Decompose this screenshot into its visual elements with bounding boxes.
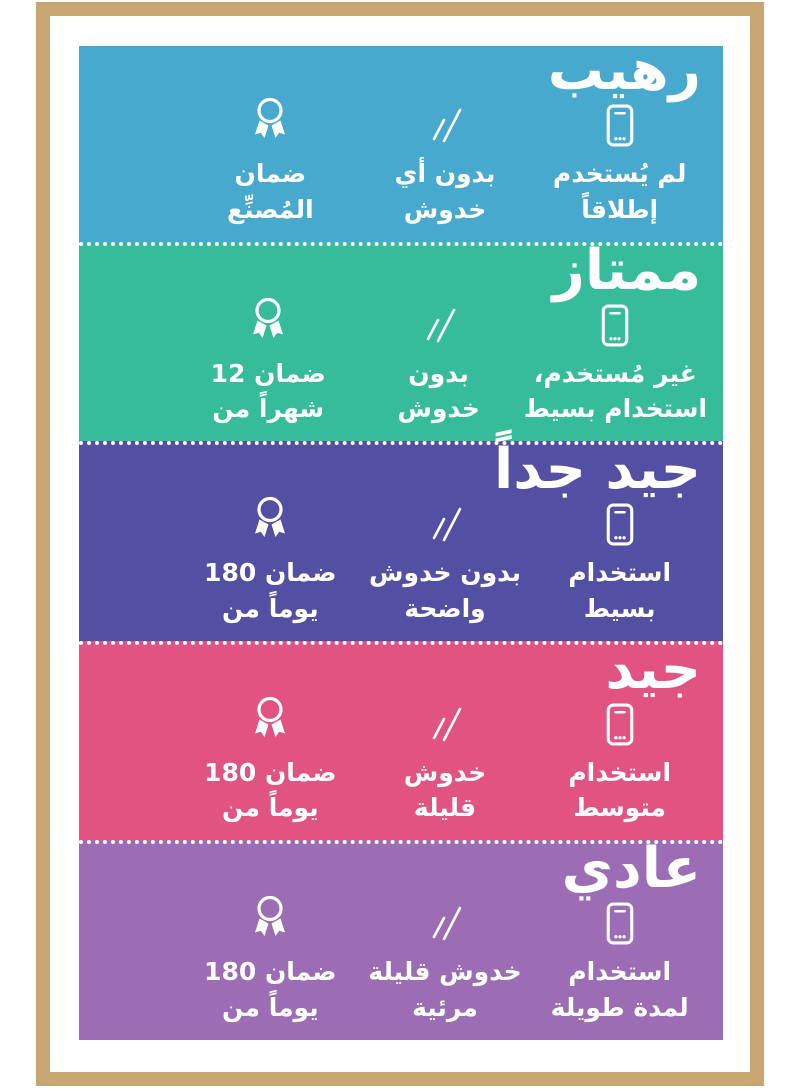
scratches-icon bbox=[417, 289, 461, 347]
scratches-text: واضحة bbox=[404, 593, 486, 623]
warranty-column: ضمان المُصنِّع bbox=[183, 89, 358, 227]
warranty-text: المُصنِّع bbox=[227, 194, 314, 224]
scratches-column: خدوش قليلة bbox=[358, 688, 533, 826]
section-title: عادي bbox=[561, 836, 702, 902]
columns-row: استخدام متوسط خدوش قليلة ضمان 180 يوماً … bbox=[95, 688, 707, 826]
usage-text: إطلاقاً bbox=[581, 194, 659, 224]
scratches-icon bbox=[423, 89, 467, 147]
section-title: جيد bbox=[605, 636, 702, 702]
warranty-column: ضمان 12 شهراً من bbox=[183, 289, 353, 427]
warranty-medal-icon bbox=[246, 887, 294, 945]
warranty-text: ضمان bbox=[234, 159, 307, 189]
warranty-text: ضمان 180 bbox=[204, 957, 337, 987]
columns-row: استخدام بسيط بدون خدوش واضحة ضمان 180 يو… bbox=[95, 488, 707, 626]
scratches-column: بدون أي خدوش bbox=[358, 89, 533, 227]
usage-text: استخدام bbox=[568, 957, 672, 987]
warranty-text: يوماً من bbox=[222, 593, 319, 623]
scratches-icon bbox=[423, 488, 467, 546]
scratches-text: خدوش bbox=[397, 394, 480, 424]
warranty-medal-icon bbox=[246, 488, 294, 546]
scratches-text: بدون خدوش bbox=[369, 558, 521, 588]
scratches-text: خدوش قليلة bbox=[368, 957, 522, 987]
warranty-medal-icon bbox=[244, 289, 292, 347]
section-title: ممتاز bbox=[552, 237, 702, 303]
usage-text: استخدام bbox=[568, 757, 672, 787]
scratches-icon bbox=[423, 887, 467, 945]
warranty-text: شهراً من bbox=[212, 394, 325, 424]
smartphone-icon bbox=[601, 289, 629, 347]
warranty-text: يوماً من bbox=[222, 793, 319, 823]
warranty-text: يوماً من bbox=[222, 992, 319, 1022]
columns-row: غير مُستخدم، استخدام بسيط بدون خدوش ضمان… bbox=[95, 289, 707, 427]
warranty-medal-icon bbox=[246, 89, 294, 147]
scratches-text: قليلة bbox=[413, 793, 477, 823]
smartphone-icon bbox=[606, 488, 634, 546]
warranty-text: ضمان 12 bbox=[210, 358, 326, 388]
scratches-icon bbox=[423, 688, 467, 746]
warranty-column: ضمان 180 يوماً من bbox=[183, 688, 358, 826]
smartphone-icon bbox=[606, 89, 634, 147]
usage-text: استخدام بسيط bbox=[523, 394, 707, 424]
usage-text: متوسط bbox=[573, 793, 667, 823]
usage-column: استخدام بسيط bbox=[532, 488, 707, 626]
scratches-text: بدون أي bbox=[394, 159, 496, 189]
warranty-column: ضمان 180 يوماً من bbox=[183, 488, 358, 626]
usage-text: استخدام bbox=[568, 558, 672, 588]
scratches-text: خدوش bbox=[403, 194, 487, 224]
section-excellent: ممتاز غير مُستخدم، استخدام بسيط بدون خدو… bbox=[79, 237, 723, 442]
grades-list: رهيب لم يُستخدم إطلاقاً بدون أي خدوش bbox=[79, 42, 723, 1040]
scratches-text: بدون bbox=[408, 358, 469, 388]
columns-row: لم يُستخدم إطلاقاً بدون أي خدوش ضمان الم… bbox=[95, 89, 707, 227]
section-good: جيد استخدام متوسط خدوش قليلة bbox=[79, 641, 723, 841]
usage-column: غير مُستخدم، استخدام بسيط bbox=[524, 289, 707, 427]
section-very-good: جيد جداً استخدام بسيط بدون خدوش واضحة bbox=[79, 441, 723, 641]
usage-text: غير مُستخدم، bbox=[533, 358, 697, 388]
scratches-text: مرئية bbox=[412, 992, 478, 1022]
warranty-column: ضمان 180 يوماً من bbox=[183, 887, 358, 1025]
section-title: جيد جداً bbox=[494, 437, 702, 503]
warranty-text: ضمان 180 bbox=[204, 757, 337, 787]
scratches-column: خدوش قليلة مرئية bbox=[358, 887, 533, 1025]
usage-column: استخدام متوسط bbox=[532, 688, 707, 826]
usage-text: بسيط bbox=[583, 593, 656, 623]
section-title: رهيب bbox=[547, 38, 702, 103]
usage-text: لم يُستخدم bbox=[552, 159, 687, 189]
smartphone-icon bbox=[606, 887, 634, 945]
scratches-column: بدون خدوش واضحة bbox=[358, 488, 533, 626]
scratches-text: خدوش bbox=[403, 757, 487, 787]
columns-row: استخدام لمدة طويلة خدوش قليلة مرئية ضمان… bbox=[95, 887, 707, 1025]
section-normal: عادي استخدام لمدة طويلة خدوش قليلة مرئية bbox=[79, 840, 723, 1040]
smartphone-icon bbox=[606, 688, 634, 746]
warranty-text: ضمان 180 bbox=[204, 558, 337, 588]
gold-frame bbox=[36, 2, 764, 1086]
warranty-medal-icon bbox=[246, 688, 294, 746]
section-awesome: رهيب لم يُستخدم إطلاقاً بدون أي خدوش bbox=[79, 42, 723, 242]
usage-text: لمدة طويلة bbox=[550, 992, 689, 1022]
usage-column: استخدام لمدة طويلة bbox=[532, 887, 707, 1025]
usage-column: لم يُستخدم إطلاقاً bbox=[532, 89, 707, 227]
scratches-column: بدون خدوش bbox=[353, 289, 523, 427]
